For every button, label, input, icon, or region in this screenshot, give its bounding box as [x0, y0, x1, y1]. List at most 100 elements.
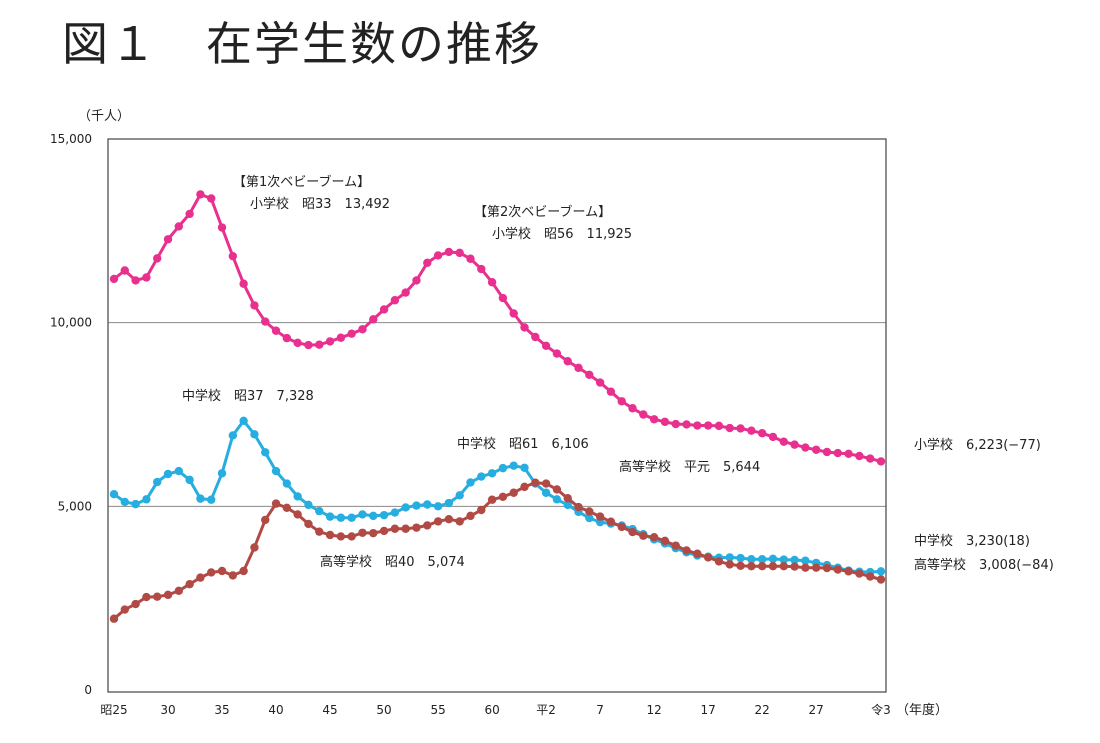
x-tick-label: 35: [214, 703, 229, 717]
annotation-second-baby-boom-title: 【第2次ベビーブーム】: [474, 204, 611, 220]
data-point: [120, 497, 130, 507]
plot-area-frame: [107, 138, 887, 693]
data-point: [369, 315, 378, 324]
data-point: [293, 338, 302, 348]
data-point: [757, 562, 767, 571]
data-point: [865, 454, 875, 463]
data-point: [109, 614, 119, 623]
data-point: [347, 329, 356, 338]
data-point: [228, 571, 238, 580]
data-point: [228, 251, 238, 261]
data-point: [487, 278, 497, 287]
data-point: [466, 254, 475, 263]
data-point: [271, 499, 281, 508]
data-point: [271, 326, 281, 335]
data-point: [466, 478, 475, 487]
data-point: [293, 510, 302, 519]
x-tick-label: 45: [322, 703, 337, 717]
data-point: [487, 495, 497, 504]
annotation-junior-high-peak-1986: 中学校 昭61 6,106: [457, 436, 589, 452]
data-point: [747, 426, 756, 435]
data-point: [390, 508, 400, 517]
data-point: [174, 222, 184, 231]
x-tick-labels: 昭25 30 35 40 45 50 55 60 平2 7 12 17 22 27 令3: [100, 702, 890, 717]
annotation-high-school-peak-1965: 高等学校 昭40 5,074: [320, 554, 465, 570]
annotation-high-school-peak-1989: 高等学校 平元 5,644: [619, 459, 760, 475]
data-point: [196, 494, 205, 503]
data-point: [693, 421, 702, 430]
x-tick-label: 昭25: [100, 703, 127, 717]
data-point: [282, 333, 292, 343]
data-point: [369, 528, 378, 538]
annotation-second-baby-boom-value: 小学校 昭56 11,925: [492, 226, 632, 242]
data-point: [239, 566, 248, 576]
data-point: [185, 209, 194, 219]
data-point: [401, 524, 410, 533]
data-point: [153, 477, 162, 487]
data-point: [444, 498, 454, 508]
data-point: [531, 332, 540, 342]
y-tick-label: 0: [84, 683, 92, 697]
data-point: [628, 404, 637, 413]
data-point: [747, 555, 756, 564]
data-point: [574, 363, 583, 373]
data-point: [325, 512, 335, 521]
data-point: [833, 565, 842, 574]
data-point: [217, 223, 227, 232]
data-point: [606, 387, 616, 396]
data-point: [142, 592, 151, 602]
data-point: [498, 463, 508, 473]
data-point: [779, 562, 788, 571]
data-point: [379, 526, 389, 536]
data-point: [153, 254, 162, 263]
x-tick-label: 7: [596, 703, 604, 717]
data-point: [541, 488, 551, 497]
data-point: [185, 580, 194, 589]
data-point: [163, 590, 173, 600]
data-point: [282, 479, 292, 488]
x-tick-label: 27: [809, 703, 824, 717]
data-point: [801, 556, 810, 565]
data-point: [239, 416, 248, 426]
data-point: [455, 491, 464, 500]
data-point: [207, 495, 216, 504]
x-tick-label: 60: [484, 703, 499, 717]
data-point: [109, 274, 119, 284]
figure-title: 図１ 在学生数の推移: [62, 17, 542, 71]
data-point: [790, 562, 799, 571]
data-point: [131, 276, 140, 285]
data-point: [315, 506, 324, 516]
data-point: [520, 463, 529, 472]
data-point: [477, 472, 486, 481]
data-point: [455, 517, 464, 526]
data-point: [498, 492, 508, 501]
data-point: [466, 511, 475, 521]
data-point: [163, 469, 173, 479]
data-point: [725, 423, 734, 433]
y-axis-label: （千人）: [78, 109, 130, 124]
data-point: [606, 517, 616, 526]
data-point: [174, 466, 184, 476]
data-point: [196, 573, 205, 582]
x-tick-label: 12: [647, 703, 662, 717]
data-point: [671, 419, 680, 429]
data-point: [844, 567, 853, 576]
data-point: [736, 561, 745, 571]
data-point: [142, 495, 151, 504]
series-group: [109, 190, 886, 623]
data-point: [315, 340, 324, 349]
data-point: [768, 432, 778, 442]
data-point: [239, 279, 248, 288]
data-point: [271, 466, 281, 476]
data-point: [617, 397, 626, 406]
data-point: [401, 288, 410, 297]
data-point: [347, 532, 356, 541]
data-point: [131, 599, 140, 609]
data-point: [261, 448, 270, 457]
data-point: [444, 247, 454, 257]
data-point: [595, 378, 605, 387]
data-point: [315, 527, 324, 536]
data-point: [336, 513, 346, 522]
data-point: [282, 503, 292, 513]
data-point: [379, 510, 389, 520]
